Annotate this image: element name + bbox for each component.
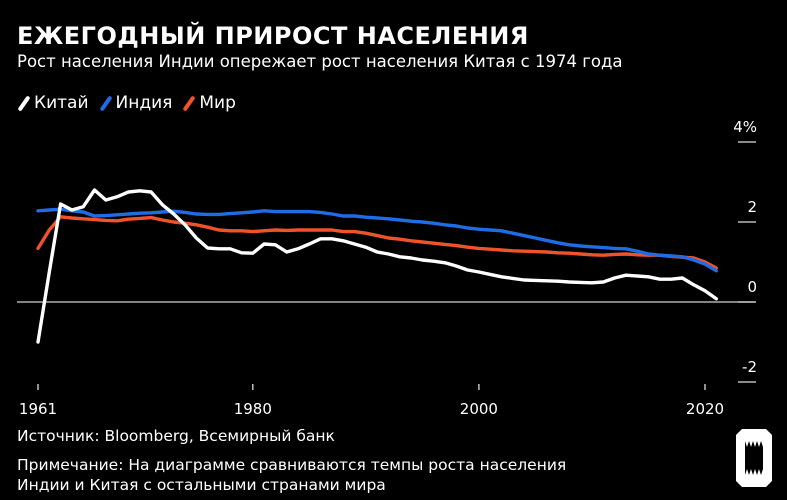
y-tick-label: 2 bbox=[747, 198, 757, 216]
chart-title: ЕЖЕГОДНЫЙ ПРИРОСТ НАСЕЛЕНИЯ bbox=[17, 22, 529, 50]
x-tick-label: 1961 bbox=[19, 400, 57, 418]
y-tick-label: 4% bbox=[733, 118, 757, 136]
world-line bbox=[36, 215, 718, 270]
note-line-2: Индии и Китая с остальными странами мира bbox=[17, 476, 386, 494]
legend-item-india: Индия bbox=[98, 93, 173, 113]
y-tick-label: 0 bbox=[747, 278, 757, 296]
y-tick-label: -2 bbox=[742, 358, 757, 376]
legend-label-india: Индия bbox=[115, 93, 173, 113]
x-tick-label: 2000 bbox=[460, 400, 498, 418]
legend-label-china: Китай bbox=[34, 93, 89, 113]
legend-item-china: Китай bbox=[17, 93, 89, 113]
legend: Китай Индия Мир bbox=[17, 93, 236, 113]
note-text: Примечание: На диаграмме сравниваются те… bbox=[17, 455, 617, 495]
x-tick-label: 2020 bbox=[686, 400, 724, 418]
legend-item-world: Мир bbox=[182, 93, 236, 113]
source-text: Источник: Bloomberg, Всемирный банк bbox=[17, 427, 335, 445]
chart-subtitle: Рост населения Индии опережает рост насе… bbox=[17, 52, 623, 71]
note-line-1: Примечание: На диаграмме сравниваются те… bbox=[17, 456, 567, 474]
china-line bbox=[36, 188, 718, 344]
bloomberg-logo bbox=[736, 429, 772, 487]
x-tick-label: 1980 bbox=[234, 400, 272, 418]
india-line bbox=[36, 207, 718, 273]
legend-label-world: Мир bbox=[199, 93, 236, 113]
